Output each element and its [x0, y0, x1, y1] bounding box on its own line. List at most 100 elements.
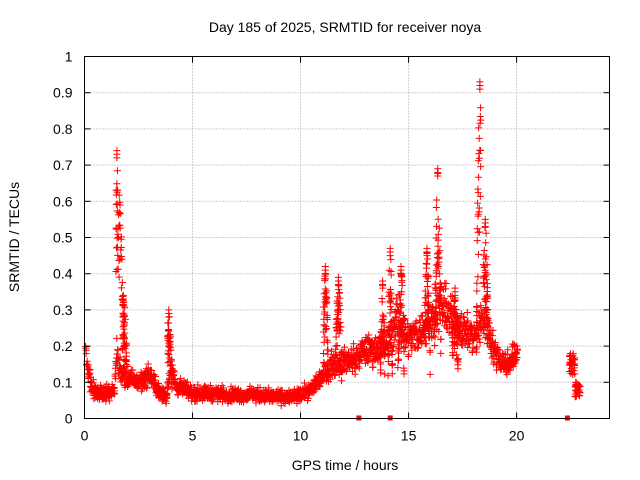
data-point	[477, 163, 485, 171]
data-point	[392, 294, 400, 302]
data-point	[337, 348, 345, 356]
data-point	[113, 147, 121, 155]
data-point	[116, 210, 124, 218]
data-point	[119, 291, 127, 299]
data-point	[474, 212, 482, 220]
data-point	[454, 361, 462, 369]
data-point	[105, 397, 113, 405]
data-point	[474, 185, 482, 193]
data-point	[332, 365, 340, 373]
data-point	[114, 251, 122, 259]
x-tick-label: 5	[189, 428, 197, 444]
data-point	[483, 314, 491, 322]
data-point	[426, 347, 434, 355]
data-point	[425, 306, 433, 314]
data-point	[355, 364, 363, 372]
data-point	[440, 308, 448, 316]
data-point	[328, 347, 336, 355]
data-point	[385, 266, 393, 274]
data-point	[333, 314, 341, 322]
data-point	[432, 272, 440, 280]
data-point	[380, 313, 388, 321]
data-point	[477, 116, 485, 124]
data-point	[113, 234, 121, 242]
data-point	[168, 380, 176, 388]
data-point	[354, 362, 362, 370]
data-point	[422, 299, 430, 307]
data-point	[412, 317, 420, 325]
data-point	[437, 293, 445, 301]
data-point	[386, 323, 394, 331]
data-point	[457, 310, 465, 318]
data-point	[321, 285, 329, 293]
data-point	[381, 370, 389, 378]
data-point	[514, 346, 522, 354]
data-point	[436, 316, 444, 324]
data-point	[476, 119, 484, 127]
chart-title: Day 185 of 2025, SRMTID for receiver noy…	[209, 19, 482, 35]
data-point	[481, 215, 489, 223]
data-point	[165, 306, 173, 314]
data-point	[335, 329, 343, 337]
data-point	[180, 377, 188, 385]
y-tick-label: 0.5	[53, 230, 73, 246]
data-point	[449, 305, 457, 313]
data-point	[165, 354, 173, 362]
data-point	[332, 315, 340, 323]
data-point	[436, 283, 444, 291]
data-point	[320, 315, 328, 323]
data-point	[435, 255, 443, 263]
data-point	[183, 378, 191, 386]
data-point	[436, 297, 444, 305]
data-point	[394, 356, 402, 364]
data-point	[422, 273, 430, 281]
data-point	[428, 303, 436, 311]
y-tick-label: 0.8	[53, 121, 73, 137]
data-point	[120, 312, 128, 320]
data-point	[324, 350, 332, 358]
data-point	[143, 383, 151, 391]
data-point	[454, 341, 462, 349]
data-point	[113, 180, 121, 188]
data-point	[332, 333, 340, 341]
data-point	[481, 255, 489, 263]
data-point	[113, 167, 121, 175]
data-point	[166, 344, 174, 352]
data-point	[475, 134, 483, 142]
data-point	[566, 367, 574, 375]
data-point	[449, 338, 457, 346]
data-point	[391, 313, 399, 321]
data-point	[165, 350, 173, 358]
data-point	[125, 381, 133, 389]
data-point	[165, 326, 173, 334]
data-point	[378, 294, 386, 302]
data-point	[468, 347, 476, 355]
data-point	[394, 364, 402, 372]
data-point	[464, 343, 472, 351]
data-point	[404, 320, 412, 328]
data-point	[421, 301, 429, 309]
data-point	[474, 250, 482, 258]
data-point	[334, 273, 342, 281]
data-point	[333, 299, 341, 307]
data-point	[440, 294, 448, 302]
data-point	[116, 198, 124, 206]
data-point	[424, 292, 432, 300]
data-point	[399, 317, 407, 325]
data-point	[463, 308, 471, 316]
data-point	[335, 309, 343, 317]
data-point	[334, 307, 342, 315]
data-point	[377, 360, 385, 368]
data-point	[503, 371, 511, 379]
data-point	[475, 124, 483, 132]
data-point	[336, 294, 344, 302]
data-point	[433, 196, 441, 204]
data-point	[444, 314, 452, 322]
data-point	[422, 340, 430, 348]
data-point	[113, 334, 121, 342]
data-point	[397, 308, 405, 316]
data-point	[434, 242, 442, 250]
data-point	[277, 402, 285, 410]
data-point	[323, 287, 331, 295]
data-point	[388, 360, 396, 368]
